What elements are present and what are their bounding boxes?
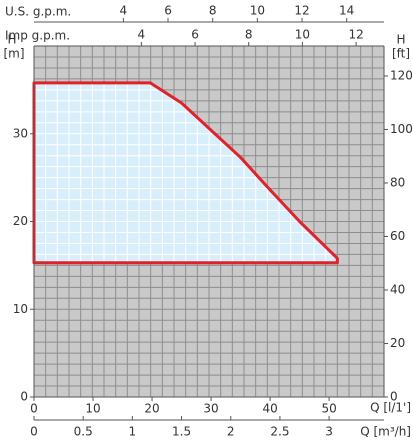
m3h-tick-label: 0.5	[74, 425, 93, 439]
m3h-label: Q [m³/h]	[360, 425, 411, 439]
us-tick-label: 6	[164, 4, 172, 18]
m3h-tick-label: 2	[227, 425, 235, 439]
m3h-tick-label: 3	[325, 425, 333, 439]
imp-tick-label: 8	[245, 28, 253, 42]
y-label: H	[7, 33, 16, 47]
y-tick-label: 0	[20, 390, 28, 404]
us-tick-label: 10	[250, 4, 265, 18]
m3h-tick-label: 2.5	[270, 425, 289, 439]
y2-tick-label: 20	[390, 336, 405, 350]
y2-unit: [ft]	[392, 47, 410, 61]
y-unit: [m]	[3, 47, 24, 61]
imp-tick-label: 12	[348, 28, 363, 42]
x-tick-label: 20	[144, 402, 159, 416]
y2-tick-label: 120	[390, 68, 413, 82]
m3h-tick-label: 1.5	[172, 425, 191, 439]
x-tick-label: 10	[85, 402, 100, 416]
area-outline	[32, 81, 339, 265]
us-label: U.S. g.p.m.	[5, 5, 71, 19]
y2-label: H	[396, 33, 405, 47]
x-tick-label: 30	[203, 402, 218, 416]
imp-tick-label: 10	[295, 28, 310, 42]
imp-tick-label: 4	[138, 28, 146, 42]
x-tick-label: 40	[262, 402, 277, 416]
y2-tick-label: 80	[390, 175, 405, 189]
y2-tick-label: 100	[390, 122, 413, 136]
m3h-tick-label: 1	[129, 425, 137, 439]
y2-tick-label: 60	[390, 229, 405, 243]
y-tick-label: 20	[13, 214, 28, 228]
imp-tick-label: 6	[191, 28, 199, 42]
us-tick-label: 8	[209, 4, 217, 18]
imp-label: Imp g.p.m.	[5, 29, 70, 43]
x-tick-label: 0	[30, 402, 38, 416]
m3h-tick-label: 0	[30, 425, 38, 439]
y-tick-label: 30	[13, 126, 28, 140]
us-tick-label: 4	[120, 4, 128, 18]
x-label: Q [l/1']	[370, 401, 411, 415]
y-tick-label: 10	[13, 302, 28, 316]
us-tick-label: 14	[339, 4, 354, 18]
y2-tick-label: 40	[390, 282, 405, 296]
y2-tick-label: 0	[390, 390, 398, 404]
x-tick-label: 50	[321, 402, 336, 416]
us-tick-label: 12	[294, 4, 309, 18]
